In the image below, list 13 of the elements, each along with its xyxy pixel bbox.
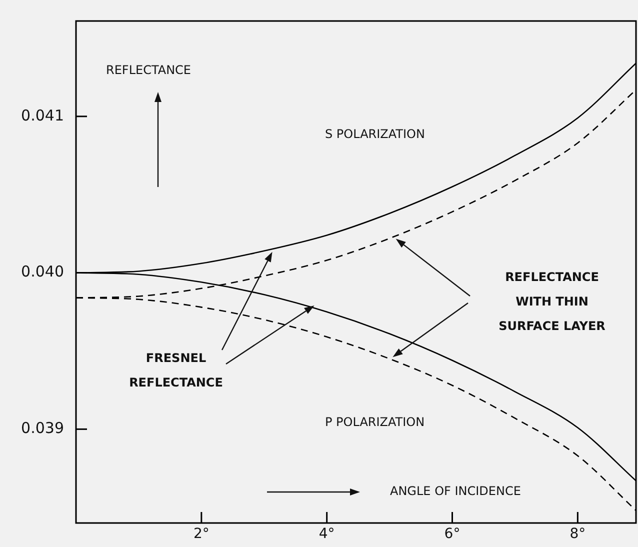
y-axis-title: REFLECTANCE (106, 63, 192, 78)
y-tick-label: 0.041 (21, 106, 64, 124)
annotation: S POLARIZATION (325, 127, 425, 142)
annotation: FRESNEL REFLECTANCE (129, 351, 223, 390)
y-tick-label: 0.040 (21, 262, 64, 281)
y-tick-label: 0.039 (21, 419, 64, 438)
x-tick-label: 8° (570, 526, 586, 542)
annotation: P POLARIZATION (325, 415, 425, 430)
x-tick-label: 6° (444, 526, 460, 542)
x-tick-label: 2° (193, 526, 210, 542)
annotation: REFLECTANCE WITH THIN SURFACE LAYER (498, 270, 606, 334)
x-axis-title: ANGLE OF INCIDENCE (390, 484, 521, 498)
x-tick-label: 4° (318, 526, 335, 542)
